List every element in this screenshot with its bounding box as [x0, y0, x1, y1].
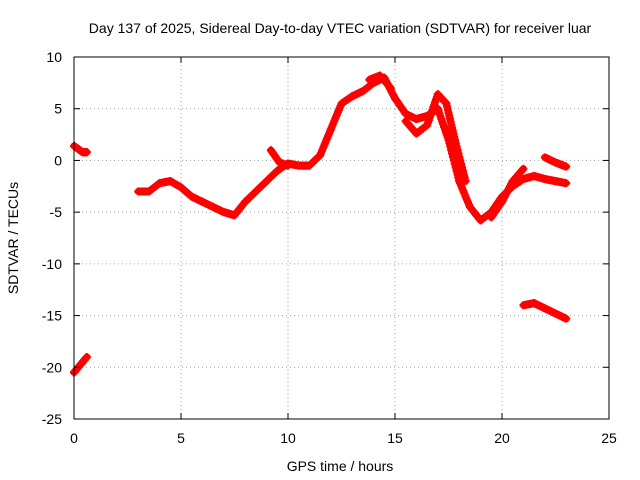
data-series: [70, 71, 571, 377]
x-tick-label: 20: [494, 430, 510, 446]
x-tick-label: 0: [70, 430, 78, 446]
y-tick-label: -15: [42, 308, 62, 324]
data-segment: [487, 164, 528, 222]
data-point: [82, 148, 91, 157]
y-tick-label: 0: [54, 152, 62, 168]
data-point: [461, 177, 470, 186]
data-point: [82, 352, 91, 361]
x-axis-label: GPS time / hours: [287, 458, 394, 474]
data-point: [386, 84, 395, 93]
x-tick-label: 25: [601, 430, 617, 446]
data-point: [519, 164, 528, 173]
data-point: [562, 162, 571, 171]
y-tick-label: -25: [42, 411, 62, 427]
y-tick-label: -10: [42, 256, 62, 272]
data-segment: [266, 146, 292, 170]
data-point: [562, 314, 571, 323]
data-segment: [519, 299, 571, 323]
data-segment: [365, 71, 395, 93]
data-point: [562, 179, 571, 188]
x-tick-label: 15: [387, 430, 403, 446]
x-tick-label: 5: [177, 430, 185, 446]
data-segment: [70, 141, 91, 157]
y-axis-label: SDTVAR / TECUs: [5, 182, 21, 294]
data-segment: [401, 90, 470, 186]
y-tick-label: 10: [46, 49, 62, 65]
plot-frame: [73, 56, 610, 420]
y-tick-label: 5: [54, 101, 62, 117]
x-tick-label: 10: [280, 430, 296, 446]
chart-title: Day 137 of 2025, Sidereal Day-to-day VTE…: [89, 20, 592, 36]
grid-lines: [74, 57, 609, 419]
data-segment: [70, 352, 91, 377]
tick-labels: 0 5 10 15 20 25 10 5 0 -5 -10 -15 -20 -25: [42, 49, 617, 446]
data-point: [284, 161, 292, 170]
axis-ticks: [73, 56, 610, 420]
y-tick-label: -5: [50, 204, 63, 220]
y-tick-label: -20: [42, 359, 62, 375]
data-segment: [540, 153, 571, 171]
